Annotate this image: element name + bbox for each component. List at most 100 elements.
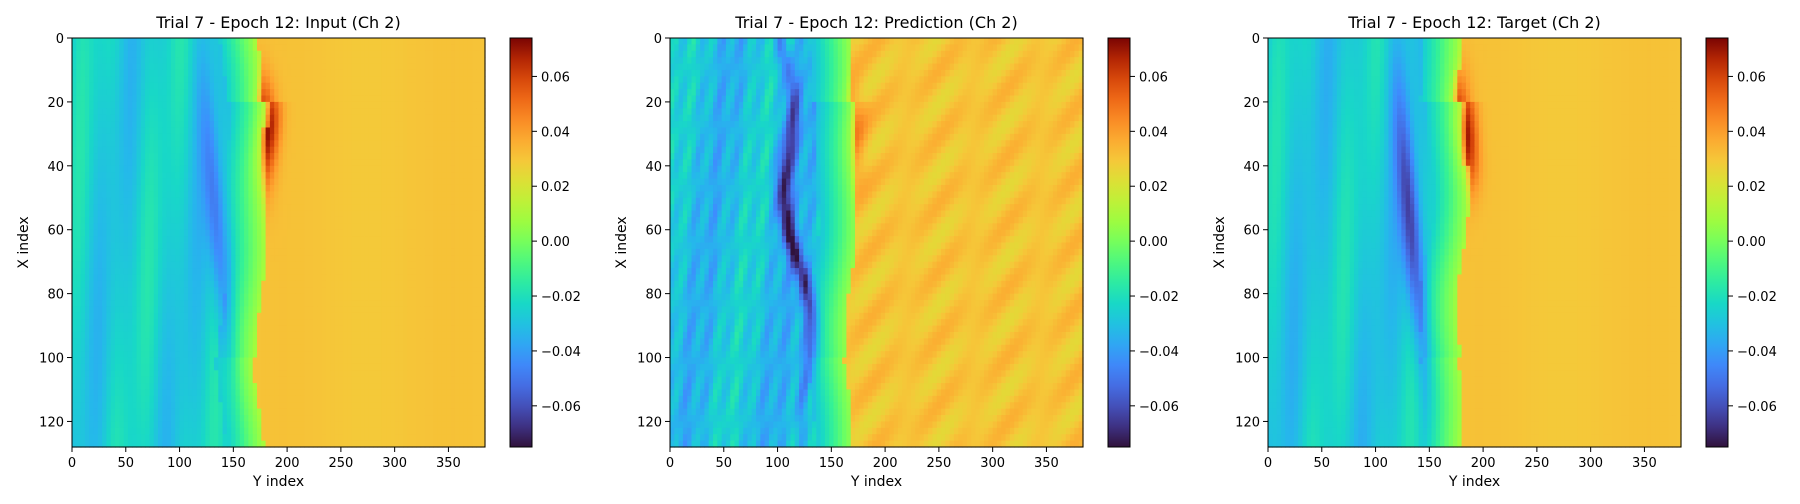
heatmap-cell [368, 287, 374, 295]
heatmap-cell [188, 357, 194, 365]
heatmap-cell [300, 184, 305, 192]
heatmap-cell [132, 38, 138, 45]
heatmap-cell [291, 357, 297, 365]
heatmap-cell [317, 261, 323, 269]
heatmap-cell [140, 312, 146, 320]
heatmap-cell [218, 76, 224, 84]
heatmap-cell [158, 121, 163, 129]
heatmap-cell [394, 146, 400, 154]
heatmap-cell [454, 140, 460, 148]
heatmap-cell [248, 351, 254, 359]
heatmap-cell [441, 63, 447, 71]
heatmap-cell [325, 95, 331, 103]
heatmap-cell [355, 236, 361, 244]
heatmap-cell [106, 325, 112, 333]
heatmap-cell [416, 325, 422, 333]
heatmap-cell [338, 300, 344, 308]
heatmap-cell [472, 325, 477, 333]
heatmap-cell [76, 363, 82, 371]
heatmap-cell [175, 140, 181, 148]
heatmap-cell [467, 146, 473, 154]
heatmap-cell [416, 38, 422, 45]
heatmap-cell [403, 325, 409, 333]
heatmap-cell [355, 50, 361, 58]
heatmap-cell [84, 344, 90, 352]
heatmap-cell [93, 255, 99, 263]
heatmap-cell [480, 50, 486, 58]
heatmap-cell [235, 248, 241, 256]
heatmap-cell [231, 50, 237, 58]
heatmap-cell [360, 293, 366, 301]
heatmap-cell [295, 140, 301, 148]
heatmap-cell [325, 63, 331, 71]
heatmap-cell [244, 89, 249, 97]
heatmap-cell [321, 363, 327, 371]
heatmap-cell [390, 101, 396, 109]
heatmap-cell [282, 255, 288, 263]
heatmap-cell [76, 338, 82, 346]
heatmap-cell [222, 146, 228, 154]
heatmap-cell [140, 229, 146, 237]
heatmap-cell [80, 300, 86, 308]
heatmap-cell [162, 274, 168, 282]
heatmap-cell [424, 351, 430, 359]
heatmap-cell [330, 280, 336, 288]
heatmap-cell [102, 108, 108, 116]
heatmap-cell [472, 216, 477, 224]
heatmap-cell [300, 165, 305, 173]
heatmap-cell [446, 325, 452, 333]
heatmap-cell [390, 216, 396, 224]
heatmap-cell [343, 76, 348, 84]
heatmap-cell [360, 89, 366, 97]
heatmap-cell [282, 312, 288, 320]
heatmap-cell [364, 255, 370, 263]
heatmap-cell [145, 331, 151, 339]
heatmap-cell [158, 325, 163, 333]
heatmap-cell [89, 153, 95, 161]
heatmap-cell [235, 172, 241, 180]
heatmap-cell [295, 293, 301, 301]
heatmap-cell [76, 274, 82, 282]
heatmap-cell [420, 146, 426, 154]
heatmap-cell [192, 153, 198, 161]
heatmap-cell [295, 248, 301, 256]
heatmap-cell [278, 165, 284, 173]
heatmap-cell [123, 140, 129, 148]
heatmap-cell [282, 101, 288, 109]
heatmap-cell [239, 146, 245, 154]
heatmap-cell [420, 76, 426, 84]
heatmap-cell [123, 197, 129, 205]
heatmap-cell [192, 351, 198, 359]
heatmap-cell [192, 344, 198, 352]
heatmap-cell [411, 236, 417, 244]
heatmap-cell [72, 216, 77, 224]
heatmap-cell [416, 95, 422, 103]
heatmap-cell [192, 82, 198, 90]
heatmap-cell [312, 127, 318, 135]
heatmap-cell [166, 300, 172, 308]
heatmap-cell [209, 300, 215, 308]
heatmap-cell [248, 95, 254, 103]
heatmap-cell [269, 127, 275, 135]
heatmap-cell [441, 216, 447, 224]
heatmap-cell [355, 82, 361, 90]
heatmap-cell [80, 363, 86, 371]
heatmap-cell [84, 216, 90, 224]
heatmap-cell [170, 38, 176, 45]
heatmap-cell [411, 312, 417, 320]
heatmap-cell [149, 69, 155, 77]
heatmap-cell [76, 89, 82, 97]
heatmap-cell [343, 229, 348, 237]
heatmap-cell [441, 274, 447, 282]
heatmap-cell [364, 357, 370, 365]
heatmap-cell [480, 210, 486, 218]
heatmap-cell [334, 133, 340, 141]
heatmap-cell [192, 280, 198, 288]
heatmap-cell [287, 146, 292, 154]
heatmap-cell [312, 306, 318, 314]
heatmap-cell [209, 306, 215, 314]
heatmap-cell [269, 331, 275, 339]
heatmap-cell [420, 363, 426, 371]
heatmap-cell [226, 165, 232, 173]
heatmap-cell [467, 133, 473, 141]
